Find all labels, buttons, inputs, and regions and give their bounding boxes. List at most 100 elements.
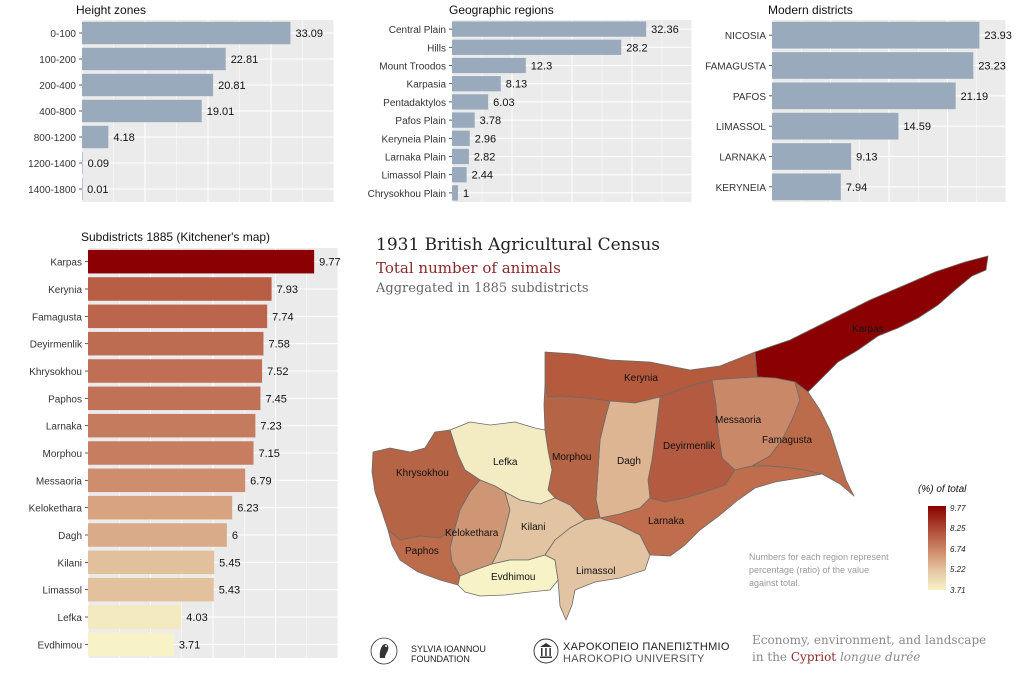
regions-category-label-central-plain: Central Plain	[389, 25, 446, 36]
subdistricts-category-label-larnaka: Larnaka	[46, 422, 83, 433]
subdistricts-bar-evdhimou[interactable]	[88, 632, 174, 657]
subdistricts-value-label-lefka: 4.03	[186, 612, 207, 624]
map-label-khrysokhou: Khrysokhou	[396, 468, 449, 479]
subdistricts-bar-kilani[interactable]	[88, 550, 215, 575]
regions-value-label-chrysokhou-plain: 1	[463, 188, 469, 200]
regions-bar-central-plain[interactable]	[452, 21, 647, 37]
height-category-label-1400-1800: 1400-1800	[28, 185, 76, 196]
height-bar-0-100[interactable]	[82, 21, 291, 45]
regions-value-label-pentadaktylos: 6.03	[493, 97, 514, 109]
legend-tick-4: 5.22	[950, 565, 966, 574]
districts-value-label-nicosia: 23.93	[984, 30, 1012, 42]
regions-bar-karpasia[interactable]	[452, 76, 501, 92]
height-bar-800-1200[interactable]	[82, 125, 109, 149]
height-category-label-100-200: 100-200	[39, 55, 76, 66]
regions-bar-limassol-plain[interactable]	[452, 167, 467, 183]
districts-bar-larnaka[interactable]	[772, 143, 852, 170]
subdistricts-bar-khrysokhou[interactable]	[88, 359, 263, 383]
subdistricts-category-label-deyirmenlik: Deyirmenlik	[30, 340, 83, 351]
districts-bar-nicosia[interactable]	[772, 21, 980, 49]
height-bar-1400-1800[interactable]	[82, 177, 83, 201]
regions-bar-pentadaktylos[interactable]	[452, 94, 489, 110]
districts-value-label-limassol: 14.59	[903, 121, 931, 133]
districts-category-label-larnaka: LARNAKA	[719, 153, 766, 164]
region-limassol[interactable]	[544, 517, 651, 621]
subdistricts-bar-kelokethara[interactable]	[88, 495, 233, 520]
subdistricts-value-label-karpas: 9.77	[319, 257, 340, 269]
map-label-kelokethara: Kelokethara	[445, 528, 499, 539]
districts-value-label-larnaka: 9.13	[856, 152, 877, 164]
org2-line1: ΧΑΡΟΚΟΠΕΙΟ ΠΑΝΕΠΙΣΤΗΜΙΟ	[563, 641, 730, 653]
subdistricts-category-label-morphou: Morphou	[43, 449, 82, 460]
districts-bar-keryneia[interactable]	[772, 173, 841, 201]
sylvia-ioannou-foundation-name: SYLVIA IOANNOU FOUNDATION	[411, 644, 486, 664]
subdistricts-bar-larnaka[interactable]	[88, 413, 256, 438]
sylvia-ioannou-logo-icon	[370, 637, 398, 665]
legend-color-bar	[928, 506, 946, 590]
org1-line1: SYLVIA IOANNOU	[411, 644, 486, 654]
subdistricts-bar-morphou[interactable]	[88, 441, 254, 465]
regions-bar-keryneia-plain[interactable]	[452, 130, 470, 146]
map-label-larnaka: Larnaka	[648, 516, 685, 527]
height-bar-400-800[interactable]	[82, 99, 202, 123]
subdistricts-bar-karpas[interactable]	[88, 249, 315, 274]
tagline-prefix: in the	[752, 650, 791, 664]
subdistricts-value-label-kerynia: 7.93	[277, 284, 298, 296]
region-larnaka[interactable]	[599, 465, 823, 557]
regions-category-label-keryneia-plain: Keryneia Plain	[382, 134, 446, 145]
tagline-line2: in the Cypriot longue durée	[752, 649, 986, 666]
height-category-label-400-800: 400-800	[39, 107, 76, 118]
subdistricts-bar-deyirmenlik[interactable]	[88, 331, 264, 356]
subdistricts-value-label-khrysokhou: 7.52	[267, 366, 288, 378]
height-bar-200-400[interactable]	[82, 73, 214, 97]
regions-category-label-karpasia: Karpasia	[407, 80, 447, 91]
regions-bar-mount-troodos[interactable]	[452, 57, 526, 74]
regions-bar-pafos-plain[interactable]	[452, 112, 475, 128]
subdistricts-category-label-kelokethara: Kelokethara	[29, 504, 83, 515]
districts-category-label-famagusta: FAMAGUSTA	[705, 62, 766, 73]
districts-bar-famagusta[interactable]	[772, 52, 974, 79]
height-bar-1200-1400[interactable]	[82, 151, 83, 175]
modern-districts-chart: 23.93 NICOSIA 23.23 FAMAGUSTA 21.19 PAFOS 14.5…	[705, 20, 1012, 202]
legend-tick-1: 9.77	[950, 504, 966, 513]
subdistricts-category-label-dagh: Dagh	[58, 531, 82, 542]
height-bar-100-200[interactable]	[82, 47, 226, 71]
districts-bar-pafos[interactable]	[772, 82, 956, 110]
height-plot: 33.09 0-100 22.81 100-200 20.81 200-400 19.01 4…	[28, 20, 335, 202]
height-category-label-0-100: 0-100	[50, 29, 76, 40]
height-value-label-1200-1400: 0.09	[88, 158, 109, 170]
districts-bar-limassol[interactable]	[772, 112, 899, 140]
subdistricts-category-label-paphos: Paphos	[48, 394, 82, 405]
subdistricts-bar-famagusta[interactable]	[88, 304, 268, 329]
subdistricts-bar-dagh[interactable]	[88, 523, 227, 547]
map-label-morphou: Morphou	[552, 452, 591, 463]
subdistricts-title: Subdistricts 1885 (Kitchener's map)	[81, 230, 271, 244]
subdistricts-bar-limassol[interactable]	[88, 577, 214, 602]
subdistricts-bar-lefka[interactable]	[88, 605, 182, 629]
subdistricts-category-label-kerynia: Kerynia	[48, 285, 82, 296]
subdistricts-bar-paphos[interactable]	[88, 386, 261, 411]
subdistricts-value-label-kilani: 5.45	[219, 557, 240, 569]
subdistricts-category-label-limassol: Limassol	[43, 586, 82, 597]
map-label-messaoria: Messaoria	[715, 415, 762, 426]
tagline-suffix: longue durée	[836, 650, 921, 664]
subdistricts-category-label-famagusta: Famagusta	[32, 312, 82, 323]
height-value-label-1400-1800: 0.01	[87, 184, 108, 196]
subdistricts-value-label-evdhimou: 3.71	[179, 639, 200, 651]
subdistricts-bar-kerynia[interactable]	[88, 277, 272, 301]
region-paphos[interactable]	[387, 527, 461, 586]
height-zones-title: Height zones	[76, 3, 147, 17]
legend-tick-5: 3.71	[950, 586, 966, 595]
subdistricts-category-label-messaoria: Messaoria	[36, 476, 83, 487]
map-title-block: 1931 British Agricultural Census Total n…	[376, 235, 660, 296]
regions-bar-chrysokhou-plain[interactable]	[452, 185, 458, 201]
subdistricts-category-label-karpas: Karpas	[50, 258, 82, 269]
regions-bar-hills[interactable]	[452, 39, 622, 55]
height-category-label-1200-1400: 1200-1400	[28, 159, 76, 170]
regions-bar-larnaka-plain[interactable]	[452, 148, 469, 165]
subdistricts-bar-messaoria[interactable]	[88, 468, 246, 493]
regions-value-label-hills: 28.2	[626, 42, 647, 54]
subdistricts-value-label-larnaka: 7.23	[260, 421, 281, 433]
regions-value-label-mount-troodos: 12.3	[531, 61, 552, 73]
subdistricts-chart: 9.77 Karpas 7.93 Kerynia 7.74 Famagusta 7.58 De…	[29, 248, 341, 658]
